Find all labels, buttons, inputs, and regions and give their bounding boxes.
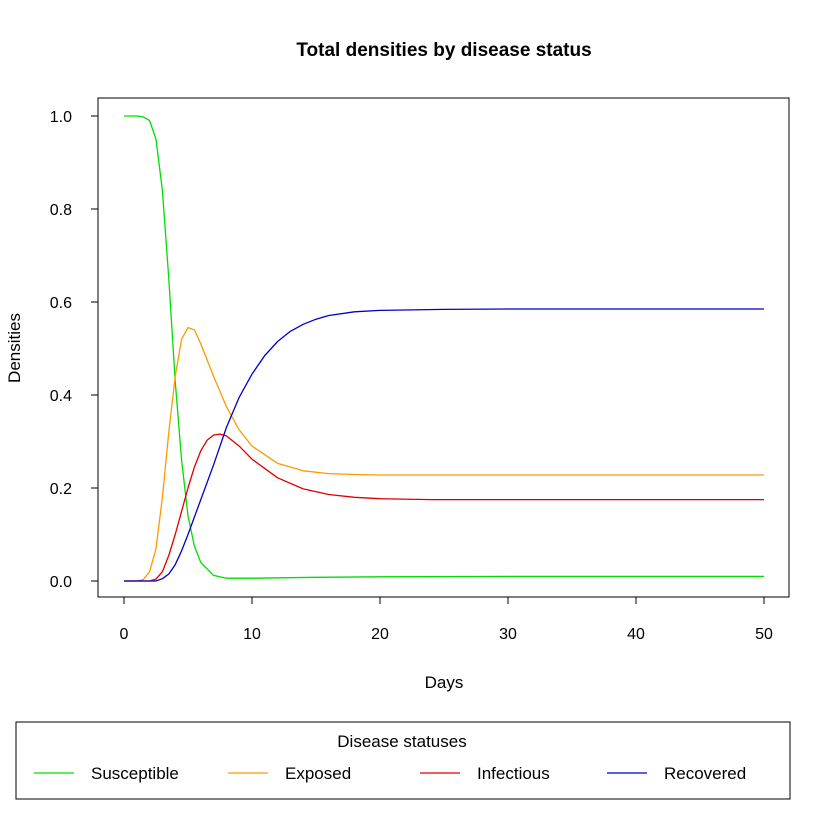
y-tick-label: 0.6	[50, 295, 72, 312]
x-tick-label: 10	[243, 626, 261, 643]
series-layer	[124, 115, 764, 582]
legend-frame	[15, 721, 791, 800]
series-line-exposed	[124, 326, 764, 582]
legend-label-exposed: Exposed	[285, 764, 351, 783]
x-tick-label: 20	[371, 626, 389, 643]
legend-label-recovered: Recovered	[664, 764, 746, 783]
y-tick-label: 0.8	[50, 202, 72, 219]
y-tick-label: 0.4	[50, 388, 72, 405]
x-tick-label: 0	[120, 626, 129, 643]
y-axis-label: Densities	[5, 313, 24, 383]
x-tick-label: 50	[755, 626, 773, 643]
chart-title: Total densities by disease status	[296, 40, 591, 61]
series-line-recovered	[124, 308, 764, 582]
series-line-susceptible	[124, 115, 764, 579]
series-line-infectious	[124, 433, 764, 582]
legend: Disease statuses Susceptible Exposed Infec…	[15, 721, 791, 800]
y-axis: 0.0 0.2 0.4 0.6 0.8 1.0	[50, 109, 99, 591]
y-tick-label: 0.0	[50, 574, 72, 591]
x-tick-label: 40	[627, 626, 645, 643]
legend-items: Susceptible Exposed Infectious Recovered	[34, 764, 746, 783]
legend-title: Disease statuses	[337, 732, 466, 751]
x-axis-label: Days	[425, 673, 464, 692]
x-axis: 0 10 20 30 40 50	[120, 596, 773, 643]
x-tick-label: 30	[499, 626, 517, 643]
y-tick-label: 0.2	[50, 481, 72, 498]
legend-label-susceptible: Susceptible	[91, 764, 179, 783]
y-tick-label: 1.0	[50, 109, 72, 126]
legend-label-infectious: Infectious	[477, 764, 550, 783]
